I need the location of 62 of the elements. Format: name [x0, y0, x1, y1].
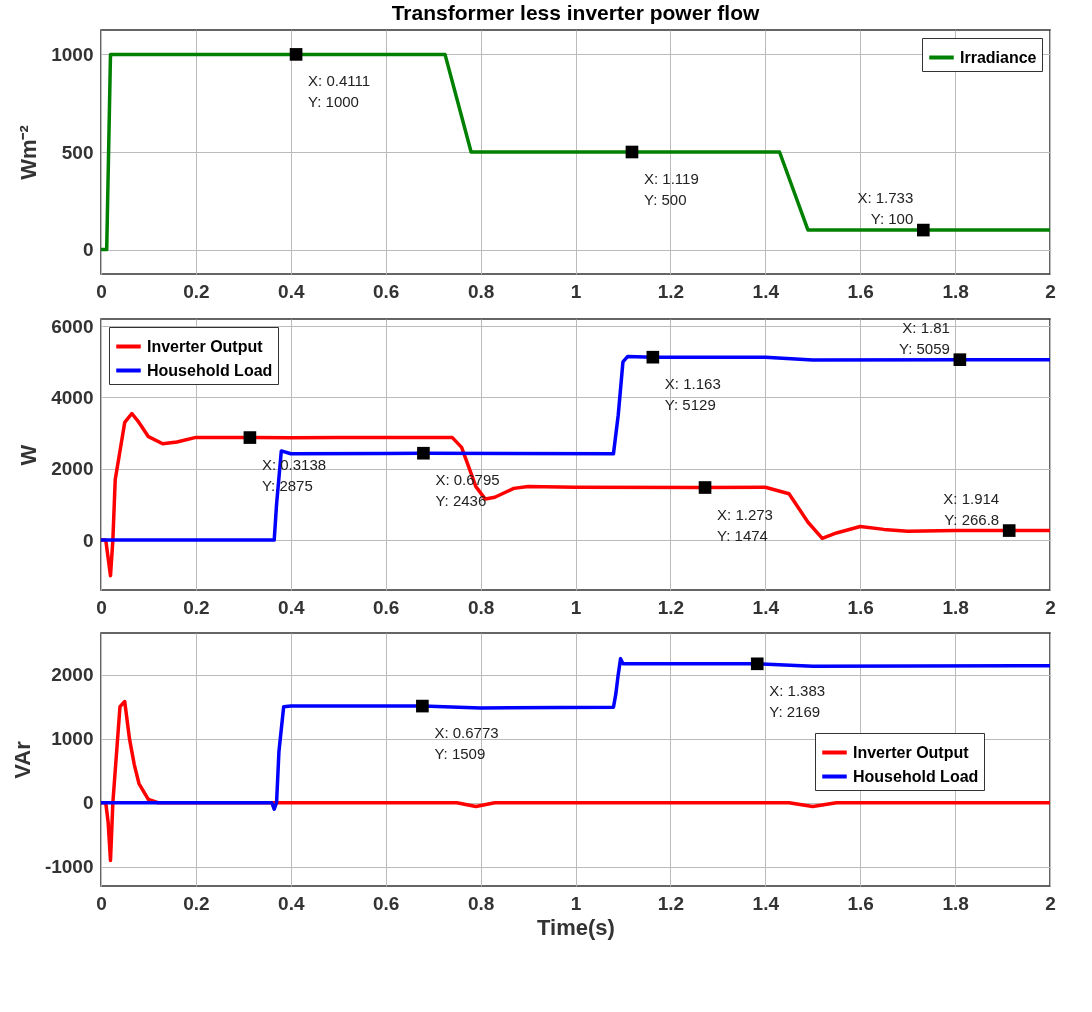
- x-tick-label: 0.2: [183, 892, 210, 914]
- y-tick-label: 2000: [51, 458, 94, 480]
- legend-label: Household Load: [147, 361, 273, 379]
- x-tick-label: 1.4: [752, 596, 780, 618]
- x-tick-label: 2: [1045, 280, 1056, 302]
- x-axis-title: Time(s): [537, 914, 615, 940]
- legend-label: Inverter Output: [853, 743, 970, 761]
- x-tick-label: 1.2: [657, 596, 685, 618]
- annotation: X: 1.383 Y: 2169: [769, 681, 826, 720]
- y-axis-title: W: [16, 444, 42, 466]
- annotation: X: 0.4111 Y: 1000: [308, 72, 371, 111]
- y-tick-label: 6000: [51, 315, 94, 337]
- y-tick-label: -1000: [44, 856, 94, 878]
- y-tick-label: 4000: [51, 386, 94, 408]
- x-tick-label: 1.4: [752, 280, 780, 302]
- legend-label: Irradiance: [960, 48, 1037, 66]
- y-tick-label: 1000: [51, 728, 94, 750]
- annotation: X: 1.81 Y: 5059: [898, 318, 950, 357]
- x-tick-label: 1: [570, 892, 582, 914]
- x-tick-label: 2: [1045, 596, 1056, 618]
- x-tick-label: 0.8: [467, 892, 495, 914]
- x-tick-label: 1.6: [847, 892, 874, 914]
- x-tick-label: 0.6: [372, 280, 400, 302]
- x-tick-label: 1.6: [847, 596, 874, 618]
- annotation: X: 1.273 Y: 1474: [717, 505, 773, 544]
- legend-label: Inverter Output: [147, 337, 264, 355]
- y-tick-label: 1000: [51, 43, 94, 65]
- x-tick-label: 0.4: [278, 892, 305, 914]
- x-tick-label: 1: [570, 280, 582, 302]
- line-series: [101, 411, 1050, 578]
- x-tick-label: 0.8: [467, 280, 495, 302]
- line-series: [101, 656, 1050, 811]
- annotation: X: 1.914 Y: 266.8: [943, 489, 1000, 528]
- y-axis-title: VAr: [9, 740, 35, 779]
- x-tick-label: 1.8: [942, 596, 969, 618]
- chart-title: Transformer less inverter power flow: [391, 1, 760, 24]
- x-tick-label: 1.2: [657, 280, 685, 302]
- x-tick-label: 0.4: [278, 280, 305, 302]
- x-tick-label: 1.6: [847, 280, 874, 302]
- x-tick-label: 0.6: [372, 892, 400, 914]
- x-tick-label: 0.2: [183, 596, 210, 618]
- x-tick-label: 0.4: [278, 596, 305, 618]
- y-tick-label: 0: [82, 529, 94, 551]
- x-tick-label: 0.6: [372, 596, 400, 618]
- x-tick-label: 1.4: [752, 892, 780, 914]
- y-tick-label: 0: [82, 792, 94, 814]
- x-tick-label: 1.2: [657, 892, 685, 914]
- x-tick-label: 0.2: [183, 280, 210, 302]
- legend-label: Household Load: [853, 767, 979, 785]
- annotation: X: 1.733 Y: 100: [857, 189, 914, 228]
- x-tick-label: 1.8: [942, 280, 969, 302]
- y-tick-label: 2000: [51, 664, 94, 686]
- annotation: X: 1.163 Y: 5129: [664, 375, 721, 414]
- annotation: X: 1.119 Y: 500: [643, 170, 699, 208]
- x-tick-label: 1.8: [942, 892, 969, 914]
- y-tick-label: 500: [61, 141, 94, 163]
- y-tick-label: 0: [82, 239, 94, 261]
- annotation: X: 0.6773 Y: 1509: [434, 724, 499, 763]
- y-axis-title: Wm⁻²: [16, 125, 42, 180]
- x-tick-label: 1: [570, 596, 582, 618]
- x-tick-label: 0.8: [467, 596, 495, 618]
- x-tick-label: 2: [1045, 892, 1056, 914]
